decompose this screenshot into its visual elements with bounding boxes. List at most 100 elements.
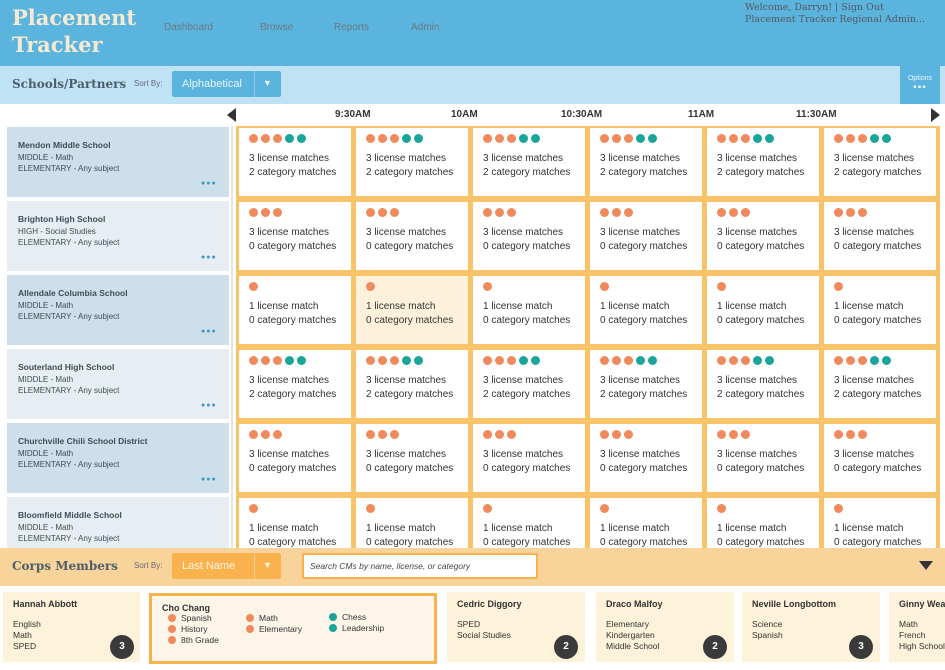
match-dots xyxy=(249,504,258,514)
category-matches: 2 category matches xyxy=(834,389,922,400)
school-card[interactable]: Brighton High School HIGH - Social Studie… xyxy=(7,201,229,271)
more-options-icon[interactable]: ●●● xyxy=(201,254,217,261)
match-cell[interactable]: 3 license matches 0 category matches xyxy=(473,202,585,270)
more-options-icon[interactable]: ●●● xyxy=(201,476,217,483)
match-dots xyxy=(249,282,258,292)
match-cell[interactable]: 3 license matches 2 category matches xyxy=(590,350,702,418)
license-dot-icon xyxy=(249,430,258,439)
license-dot-icon xyxy=(249,208,258,217)
member-card[interactable]: Hannah Abbott English Math SPED 3 xyxy=(3,592,140,662)
license-matches: 3 license matches xyxy=(483,153,564,164)
match-cell[interactable]: 3 license matches 0 category matches xyxy=(707,424,819,492)
nav-dashboard[interactable]: Dashboard xyxy=(164,22,213,33)
match-cell[interactable]: 3 license matches 2 category matches xyxy=(824,350,936,418)
user-welcome[interactable]: Welcome, Darryn! | Sign Out Placement Tr… xyxy=(745,2,925,26)
match-cell[interactable]: 3 license matches 0 category matches xyxy=(239,202,351,270)
match-cell[interactable]: 1 license match 0 category matches xyxy=(590,276,702,344)
match-cell[interactable]: 3 license matches 2 category matches xyxy=(239,350,351,418)
match-cell[interactable]: 3 license matches 2 category matches xyxy=(356,128,468,196)
match-cell[interactable]: 3 license matches 0 category matches xyxy=(356,202,468,270)
match-cell[interactable]: 1 license match 0 category matches xyxy=(473,498,585,548)
member-card[interactable]: Neville Longbottom Science Spanish 3 xyxy=(742,592,880,662)
member-card[interactable]: Cedric Diggory SPED Social Studies 2 xyxy=(447,592,585,662)
match-cell[interactable]: 3 license matches 0 category matches xyxy=(707,202,819,270)
match-cell[interactable]: 3 license matches 0 category matches xyxy=(824,424,936,492)
member-name: Draco Malfoy xyxy=(606,599,663,609)
match-dots xyxy=(717,504,726,514)
match-cell[interactable]: 3 license matches 0 category matches xyxy=(473,424,585,492)
license-matches: 3 license matches xyxy=(834,227,915,238)
license-dot-icon xyxy=(729,134,738,143)
school-card[interactable]: Souterland High School MIDDLE - Math ELEME… xyxy=(7,349,229,419)
select-divider xyxy=(254,553,255,579)
match-cell[interactable]: 3 license matches 2 category matches xyxy=(356,350,468,418)
school-card[interactable]: Mendon Middle School MIDDLE - Math ELEMENT… xyxy=(7,127,229,197)
match-cell[interactable]: 1 license match 0 category matches xyxy=(239,276,351,344)
match-cell[interactable]: 1 license match 0 category matches xyxy=(356,276,468,344)
match-cell[interactable]: 1 license match 0 category matches xyxy=(473,276,585,344)
category-matches: 0 category matches xyxy=(834,315,922,326)
match-cell[interactable]: 3 license matches 2 category matches xyxy=(473,128,585,196)
schools-sort-select[interactable]: Alphabetical ▼ xyxy=(172,71,281,97)
match-cell[interactable]: 1 license match 0 category matches xyxy=(707,276,819,344)
welcome-line-1[interactable]: Welcome, Darryn! | Sign Out xyxy=(745,2,884,13)
corps-sort-select[interactable]: Last Name ▼ xyxy=(172,553,281,579)
member-card-selected[interactable]: Cho Chang Spanish History 8th Grade Math Ele… xyxy=(149,593,437,664)
license-dot-icon xyxy=(717,134,726,143)
category-matches: 0 category matches xyxy=(483,241,571,252)
license-matches: 1 license match xyxy=(483,523,553,534)
match-cell[interactable]: 3 license matches 2 category matches xyxy=(473,350,585,418)
cm-search-input[interactable]: Search CMs by name, license, or category xyxy=(302,553,538,579)
license-dot-icon xyxy=(834,134,843,143)
options-button[interactable]: Options ▪▪▪ xyxy=(900,66,940,104)
collapse-arrow-icon[interactable] xyxy=(919,561,933,570)
match-cell[interactable]: 1 license match 0 category matches xyxy=(707,498,819,548)
category-dot-icon xyxy=(297,356,306,365)
nav-reports[interactable]: Reports xyxy=(334,22,370,33)
app-logo[interactable]: Placement Tracker xyxy=(12,4,162,58)
match-cell[interactable]: 1 license match 0 category matches xyxy=(590,498,702,548)
school-card[interactable]: Allendale Columbia School MIDDLE - Math EL… xyxy=(7,275,229,345)
match-cell[interactable]: 1 license match 0 category matches xyxy=(239,498,351,548)
match-cell[interactable]: 3 license matches 0 category matches xyxy=(590,424,702,492)
match-cell[interactable]: 3 license matches 0 category matches xyxy=(239,424,351,492)
match-cell[interactable]: 3 license matches 2 category matches xyxy=(824,128,936,196)
match-cell[interactable]: 3 license matches 0 category matches xyxy=(356,424,468,492)
license-dot-icon xyxy=(273,134,282,143)
school-card[interactable]: Bloomfield Middle School MIDDLE - Math ELE… xyxy=(7,497,229,548)
more-options-icon[interactable]: ●●● xyxy=(201,402,217,409)
category-dot-icon xyxy=(636,356,645,365)
more-options-icon[interactable]: ●●● xyxy=(201,180,217,187)
welcome-line-2: Placement Tracker Regional Admin... xyxy=(745,14,926,25)
license-dot-icon xyxy=(378,208,387,217)
license-dot-icon xyxy=(858,134,867,143)
match-cell[interactable]: 1 license match 0 category matches xyxy=(824,276,936,344)
more-options-icon[interactable]: ●●● xyxy=(201,328,217,335)
category-matches: 0 category matches xyxy=(600,315,688,326)
nav-admin[interactable]: Admin xyxy=(411,22,440,33)
match-cell[interactable]: 3 license matches 0 category matches xyxy=(824,202,936,270)
match-cell[interactable]: 3 license matches 2 category matches xyxy=(239,128,351,196)
chevron-down-icon: ▼ xyxy=(263,78,272,88)
match-cell[interactable]: 3 license matches 2 category matches xyxy=(590,128,702,196)
match-cell[interactable]: 3 license matches 0 category matches xyxy=(590,202,702,270)
category-dot-icon xyxy=(402,356,411,365)
nav-browse[interactable]: Browse xyxy=(260,22,294,33)
match-dots xyxy=(834,430,867,440)
match-cell[interactable]: 3 license matches 2 category matches xyxy=(707,128,819,196)
license-dot-icon xyxy=(741,356,750,365)
license-dot-icon xyxy=(507,208,516,217)
category-matches: 0 category matches xyxy=(366,315,454,326)
license-matches: 3 license matches xyxy=(600,153,681,164)
time-label: 11:30AM xyxy=(796,109,837,120)
match-cell[interactable]: 3 license matches 2 category matches xyxy=(707,350,819,418)
school-card[interactable]: Churchville Chili School District MIDDLE … xyxy=(7,423,229,493)
license-dot-icon xyxy=(261,134,270,143)
time-next-arrow-icon[interactable] xyxy=(931,108,940,122)
match-cell[interactable]: 1 license match 0 category matches xyxy=(824,498,936,548)
license-dot-icon xyxy=(846,208,855,217)
time-prev-arrow-icon[interactable] xyxy=(227,108,236,122)
member-card[interactable]: Draco Malfoy Elementary Kindergarten Middle… xyxy=(596,592,734,662)
match-cell[interactable]: 1 license match 0 category matches xyxy=(356,498,468,548)
